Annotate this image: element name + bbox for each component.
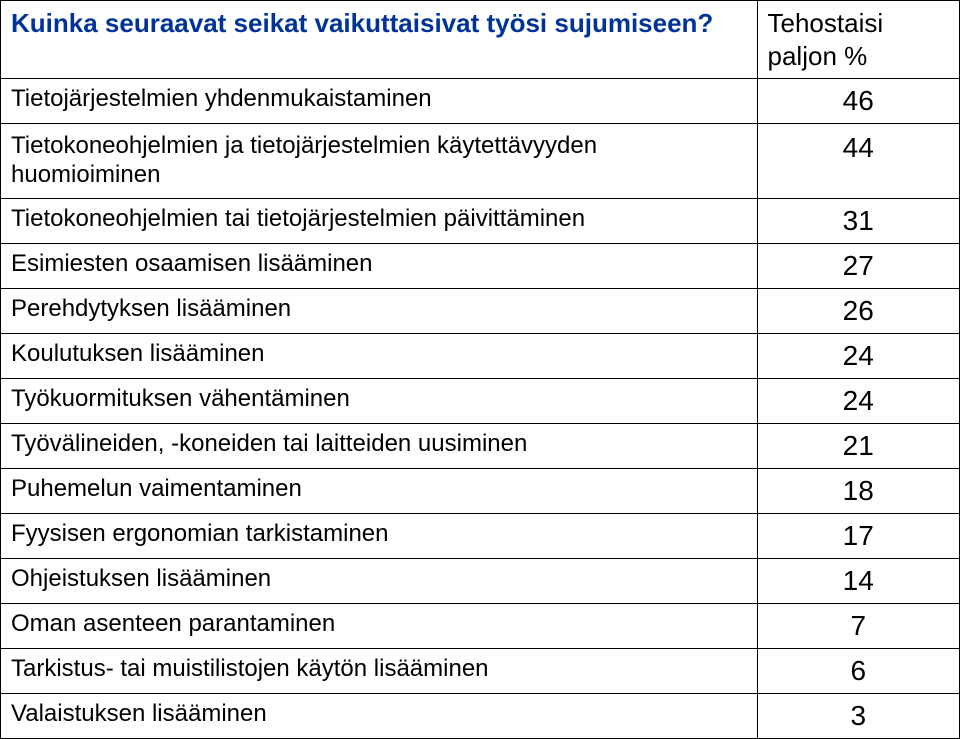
row-label: Koulutuksen lisääminen: [1, 333, 758, 378]
table-row: Työkuormituksen vähentäminen 24: [1, 378, 960, 423]
row-label: Fyysisen ergonomian tarkistaminen: [1, 513, 758, 558]
row-value: 21: [757, 423, 959, 468]
table-row: Tietokoneohjelmien tai tietojärjestelmie…: [1, 198, 960, 243]
header-col-label: Tehostaisi paljon %: [757, 1, 959, 79]
row-value: 14: [757, 558, 959, 603]
row-label: Tietojärjestelmien yhdenmukaistaminen: [1, 79, 758, 124]
header-question: Kuinka seuraavat seikat vaikuttaisivat t…: [1, 1, 758, 79]
row-value: 18: [757, 468, 959, 513]
row-label: Tarkistus- tai muistilistojen käytön lis…: [1, 648, 758, 693]
row-value: 27: [757, 243, 959, 288]
row-label: Esimiesten osaamisen lisääminen: [1, 243, 758, 288]
table-row: Oman asenteen parantaminen 7: [1, 603, 960, 648]
row-value: 3: [757, 693, 959, 738]
row-label: Valaistuksen lisääminen: [1, 693, 758, 738]
row-label: Ohjeistuksen lisääminen: [1, 558, 758, 603]
row-value: 44: [757, 124, 959, 199]
row-label: Työkuormituksen vähentäminen: [1, 378, 758, 423]
table-row: Valaistuksen lisääminen 3: [1, 693, 960, 738]
table-row: Puhemelun vaimentaminen 18: [1, 468, 960, 513]
table-row: Koulutuksen lisääminen 24: [1, 333, 960, 378]
table-row: Perehdytyksen lisääminen 26: [1, 288, 960, 333]
table-row: Fyysisen ergonomian tarkistaminen 17: [1, 513, 960, 558]
row-label: Oman asenteen parantaminen: [1, 603, 758, 648]
table-row: Tarkistus- tai muistilistojen käytön lis…: [1, 648, 960, 693]
row-label: Perehdytyksen lisääminen: [1, 288, 758, 333]
table-row: Esimiesten osaamisen lisääminen 27: [1, 243, 960, 288]
row-value: 7: [757, 603, 959, 648]
row-value: 26: [757, 288, 959, 333]
row-value: 24: [757, 333, 959, 378]
row-value: 31: [757, 198, 959, 243]
row-label: Työvälineiden, -koneiden tai laitteiden …: [1, 423, 758, 468]
survey-table: Kuinka seuraavat seikat vaikuttaisivat t…: [0, 0, 960, 739]
row-label: Tietokoneohjelmien ja tietojärjestelmien…: [1, 124, 758, 199]
row-label: Tietokoneohjelmien tai tietojärjestelmie…: [1, 198, 758, 243]
table-row: Työvälineiden, -koneiden tai laitteiden …: [1, 423, 960, 468]
table-row: Tietokoneohjelmien ja tietojärjestelmien…: [1, 124, 960, 199]
row-label: Puhemelun vaimentaminen: [1, 468, 758, 513]
row-value: 17: [757, 513, 959, 558]
table-row: Tietojärjestelmien yhdenmukaistaminen 46: [1, 79, 960, 124]
row-value: 6: [757, 648, 959, 693]
row-value: 46: [757, 79, 959, 124]
table-row: Ohjeistuksen lisääminen 14: [1, 558, 960, 603]
header-row: Kuinka seuraavat seikat vaikuttaisivat t…: [1, 1, 960, 79]
row-value: 24: [757, 378, 959, 423]
